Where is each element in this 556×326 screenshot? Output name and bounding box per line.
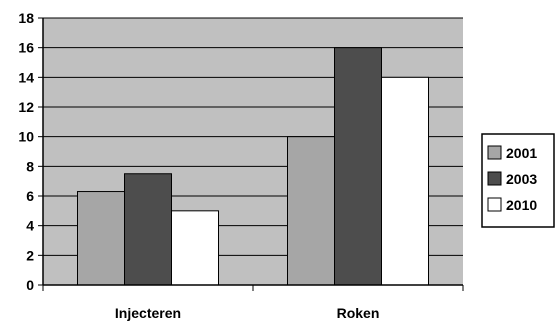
y-tick-label: 4 — [26, 218, 34, 234]
x-axis-labels: Injecteren Roken — [115, 305, 379, 321]
y-tick-label: 10 — [18, 129, 34, 145]
y-tick-label: 2 — [26, 247, 34, 263]
legend-swatch-2010 — [487, 197, 502, 212]
legend-label-2010: 2010 — [506, 197, 537, 213]
axes — [42, 18, 464, 291]
bar-roken-2003 — [334, 47, 382, 286]
legend-swatch-2001 — [487, 145, 502, 160]
y-tick-label: 18 — [18, 10, 34, 26]
y-tick-label: 6 — [26, 188, 34, 204]
y-axis-ticks: 0 2 4 6 8 10 12 14 16 18 — [18, 10, 43, 293]
y-tick-label: 12 — [18, 99, 34, 115]
bar-injecteren-2001 — [77, 191, 125, 286]
x-category-label: Roken — [337, 305, 380, 321]
bar-injecteren-2010 — [171, 210, 219, 286]
y-tick-label: 0 — [26, 277, 34, 293]
bar-roken-2010 — [381, 76, 429, 286]
bars — [77, 47, 429, 286]
legend-label-2003: 2003 — [506, 171, 537, 187]
y-tick-label: 14 — [18, 69, 34, 85]
x-category-label: Injecteren — [115, 305, 181, 321]
y-tick-label: 8 — [26, 158, 34, 174]
legend-label-2001: 2001 — [506, 145, 537, 161]
bar-roken-2001 — [287, 136, 335, 286]
bar-injecteren-2003 — [124, 173, 172, 286]
y-tick-label: 16 — [18, 40, 34, 56]
legend: 2001 2003 2010 — [481, 133, 555, 228]
legend-swatch-2003 — [487, 171, 502, 186]
